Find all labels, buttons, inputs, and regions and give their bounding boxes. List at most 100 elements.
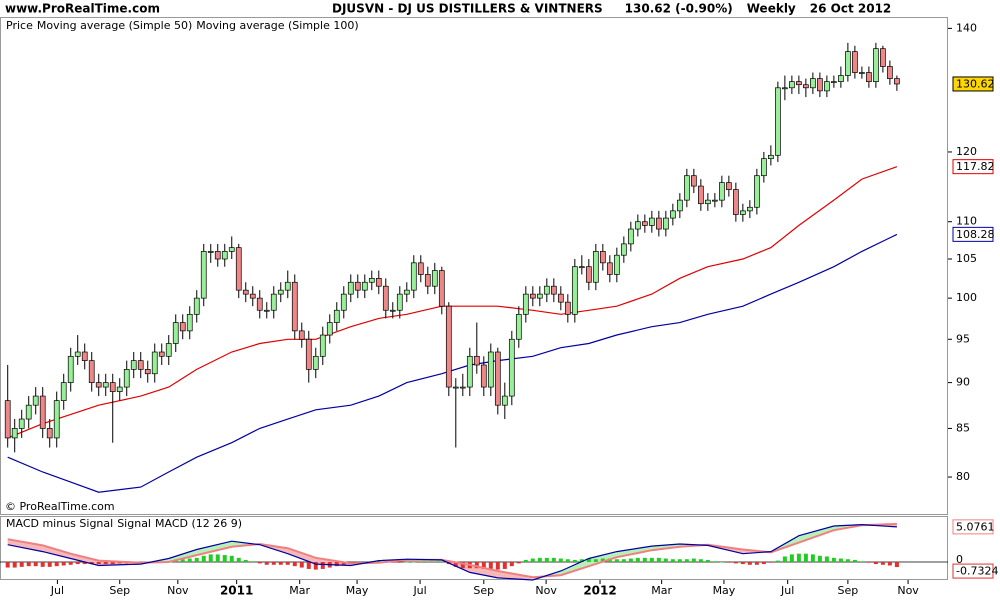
candle-body xyxy=(747,206,753,212)
histogram-bar xyxy=(894,562,899,568)
candle-body xyxy=(291,281,298,332)
candle-body xyxy=(284,281,291,291)
candle-body xyxy=(712,199,718,202)
histogram-bar xyxy=(880,562,885,565)
histogram-bar xyxy=(782,556,787,562)
candle-body xyxy=(298,330,305,340)
histogram-bar xyxy=(649,557,654,562)
candle-body xyxy=(508,338,515,397)
histogram-bar xyxy=(824,556,829,562)
candle-body xyxy=(578,266,585,269)
candle-body xyxy=(782,87,788,90)
candle-body xyxy=(676,199,683,212)
ma-tag xyxy=(952,226,994,242)
candle-body xyxy=(529,293,536,299)
histogram-bar xyxy=(222,555,227,562)
candle-body xyxy=(193,297,200,315)
candle-body xyxy=(768,154,774,160)
candle-body xyxy=(887,66,893,79)
histogram-bar xyxy=(593,559,598,562)
candle-body xyxy=(333,309,340,323)
candle-body xyxy=(641,221,648,226)
histogram-bar xyxy=(775,560,780,562)
histogram-bar xyxy=(754,562,759,565)
histogram-bar xyxy=(390,562,395,563)
candle-body xyxy=(347,281,354,295)
histogram-bar xyxy=(180,559,185,562)
candle-body xyxy=(53,400,60,439)
last-price-tag-label: 130.62 xyxy=(956,77,995,90)
histogram-bar xyxy=(789,554,794,562)
histogram-bar xyxy=(19,562,24,567)
x-tick-label: Sep xyxy=(109,584,130,597)
macd-fill xyxy=(42,545,71,559)
chart-period: Weekly xyxy=(747,2,796,16)
candle-body xyxy=(39,395,46,429)
candle-body xyxy=(438,270,445,307)
candle-body xyxy=(599,251,606,264)
histogram-bar xyxy=(803,553,808,562)
candle-body xyxy=(123,369,130,388)
legend-label: Price xyxy=(6,19,33,32)
legend-label: Moving average (Simple 100) xyxy=(196,19,358,32)
x-tick-label: Nov xyxy=(535,584,557,597)
candle-body xyxy=(866,72,872,82)
hist-tag xyxy=(952,563,994,579)
candle-body xyxy=(144,369,151,375)
histogram-bar xyxy=(334,562,339,567)
histogram-bar xyxy=(831,557,836,562)
candle-body xyxy=(410,262,417,291)
histogram-bar xyxy=(838,558,843,562)
candle-body xyxy=(116,386,123,392)
x-tick-label: Jul xyxy=(412,584,426,597)
histogram-bar xyxy=(684,559,689,562)
line xyxy=(7,522,897,579)
candle-body xyxy=(445,305,452,388)
macd-tag xyxy=(952,519,994,535)
macd-fill xyxy=(7,539,43,552)
histogram-bar xyxy=(481,562,486,569)
candle-body xyxy=(880,48,886,67)
x-tick-label: 2012 xyxy=(583,584,616,598)
candle-body xyxy=(319,334,326,357)
histogram-bar xyxy=(516,562,521,564)
histogram-bar xyxy=(299,562,304,568)
histogram-bar xyxy=(341,562,346,565)
candle-body xyxy=(704,199,711,205)
candle-body xyxy=(207,251,214,253)
y-tick-label: 110 xyxy=(956,215,977,228)
x-tick-label: Nov xyxy=(897,584,919,597)
candle-body xyxy=(396,293,403,311)
y-tick-label: 100 xyxy=(956,291,977,304)
histogram-bar xyxy=(474,562,479,569)
histogram-bar xyxy=(656,557,661,562)
histogram-bar xyxy=(306,562,311,569)
candle-body xyxy=(726,182,732,190)
candle-body xyxy=(109,382,116,392)
histogram-bar xyxy=(236,557,241,562)
line xyxy=(7,233,898,493)
candle-body xyxy=(775,87,781,156)
histogram-bar xyxy=(61,562,66,566)
candle-body xyxy=(522,293,529,315)
candle-body xyxy=(256,297,263,311)
histogram-bar xyxy=(817,555,822,562)
histogram-bar xyxy=(712,561,717,562)
y-tick-label: 120 xyxy=(956,145,977,158)
candle-body xyxy=(95,382,102,388)
candle-body xyxy=(817,78,823,92)
x-tick-label: Nov xyxy=(167,584,189,597)
histogram-bar xyxy=(663,558,668,562)
histogram-bar xyxy=(40,562,45,567)
histogram-bar xyxy=(103,562,108,565)
candle-body xyxy=(592,251,599,283)
candle-body xyxy=(263,309,270,312)
copyright: © ProRealTime.com xyxy=(5,500,115,513)
candle-body xyxy=(305,338,312,370)
candle-body xyxy=(733,189,739,215)
candle-body xyxy=(620,243,627,256)
candle-body xyxy=(824,81,830,92)
y-tick-label: 140 xyxy=(956,21,977,34)
histogram-bar xyxy=(208,554,213,562)
candle-body xyxy=(4,400,11,439)
